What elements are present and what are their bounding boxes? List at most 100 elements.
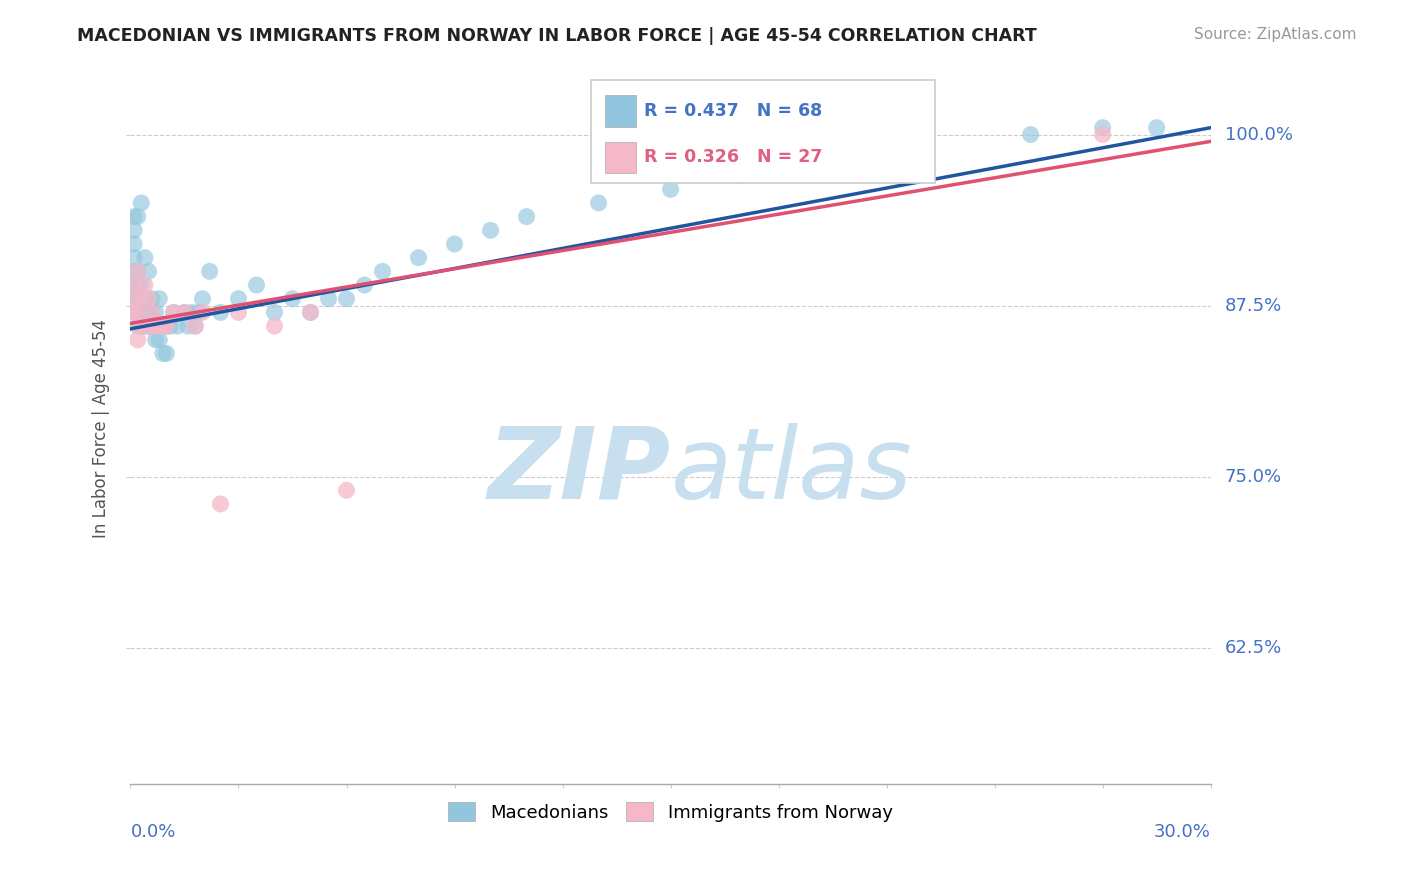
Point	[911, 141, 934, 155]
Point	[122, 305, 145, 319]
Point	[479, 223, 502, 237]
Point	[148, 319, 170, 334]
Point	[731, 169, 754, 183]
Point	[588, 196, 610, 211]
Text: 87.5%: 87.5%	[1225, 296, 1282, 315]
Point	[839, 155, 862, 169]
Point	[141, 305, 163, 319]
Point	[228, 305, 250, 319]
Point	[371, 264, 394, 278]
Text: Source: ZipAtlas.com: Source: ZipAtlas.com	[1194, 27, 1357, 42]
Point	[127, 292, 149, 306]
Text: 75.0%: 75.0%	[1225, 467, 1282, 485]
Point	[122, 251, 145, 265]
Point	[263, 319, 285, 334]
Point	[138, 319, 160, 334]
Point	[173, 305, 195, 319]
Point	[141, 305, 163, 319]
Point	[299, 305, 322, 319]
Point	[148, 292, 170, 306]
Text: 30.0%: 30.0%	[1154, 823, 1211, 841]
Point	[145, 333, 167, 347]
Point	[138, 264, 160, 278]
Point	[129, 319, 152, 334]
Point	[335, 292, 357, 306]
Point	[335, 483, 357, 498]
Point	[191, 305, 214, 319]
Point	[198, 264, 221, 278]
Point	[122, 210, 145, 224]
Point	[134, 319, 156, 334]
Text: 0.0%: 0.0%	[131, 823, 176, 841]
Point	[166, 319, 188, 334]
Text: R = 0.326   N = 27: R = 0.326 N = 27	[644, 148, 823, 166]
Point	[122, 264, 145, 278]
Point	[129, 292, 152, 306]
Text: 100.0%: 100.0%	[1225, 126, 1292, 144]
Point	[245, 278, 267, 293]
Point	[134, 278, 156, 293]
Point	[184, 319, 207, 334]
Point	[191, 292, 214, 306]
Point	[134, 305, 156, 319]
Point	[127, 333, 149, 347]
Point	[281, 292, 304, 306]
Text: R = 0.437   N = 68: R = 0.437 N = 68	[644, 102, 823, 120]
Point	[141, 292, 163, 306]
Text: ZIP: ZIP	[488, 423, 671, 520]
Point	[122, 278, 145, 293]
Point	[177, 319, 200, 334]
Point	[122, 292, 145, 306]
Point	[138, 305, 160, 319]
Point	[152, 346, 174, 360]
Point	[129, 278, 152, 293]
Point	[122, 292, 145, 306]
Point	[1019, 128, 1042, 142]
Point	[659, 182, 682, 196]
Point	[155, 319, 177, 334]
Point	[408, 251, 430, 265]
Point	[122, 278, 145, 293]
Point	[318, 292, 340, 306]
Point	[180, 305, 202, 319]
Point	[127, 305, 149, 319]
Point	[127, 264, 149, 278]
Point	[148, 333, 170, 347]
Point	[173, 305, 195, 319]
Point	[129, 305, 152, 319]
Point	[127, 319, 149, 334]
Point	[263, 305, 285, 319]
Text: MACEDONIAN VS IMMIGRANTS FROM NORWAY IN LABOR FORCE | AGE 45-54 CORRELATION CHAR: MACEDONIAN VS IMMIGRANTS FROM NORWAY IN …	[77, 27, 1038, 45]
Point	[122, 305, 145, 319]
Point	[163, 305, 186, 319]
Point	[299, 305, 322, 319]
Point	[163, 305, 186, 319]
Point	[228, 292, 250, 306]
Point	[443, 237, 465, 252]
Point	[184, 319, 207, 334]
Point	[127, 264, 149, 278]
Point	[138, 319, 160, 334]
Legend: Macedonians, Immigrants from Norway: Macedonians, Immigrants from Norway	[441, 795, 900, 829]
Point	[127, 210, 149, 224]
Point	[141, 319, 163, 334]
Point	[187, 305, 209, 319]
Point	[122, 237, 145, 252]
Point	[1091, 120, 1114, 135]
Point	[209, 497, 232, 511]
Point	[129, 319, 152, 334]
Point	[134, 292, 156, 306]
Point	[145, 319, 167, 334]
Point	[129, 292, 152, 306]
Point	[152, 319, 174, 334]
Point	[127, 305, 149, 319]
Point	[353, 278, 375, 293]
Point	[129, 196, 152, 211]
Point	[209, 305, 232, 319]
Point	[155, 319, 177, 334]
Point	[138, 292, 160, 306]
Text: 62.5%: 62.5%	[1225, 639, 1282, 657]
Text: atlas: atlas	[671, 423, 912, 520]
Point	[1146, 120, 1168, 135]
Point	[122, 223, 145, 237]
